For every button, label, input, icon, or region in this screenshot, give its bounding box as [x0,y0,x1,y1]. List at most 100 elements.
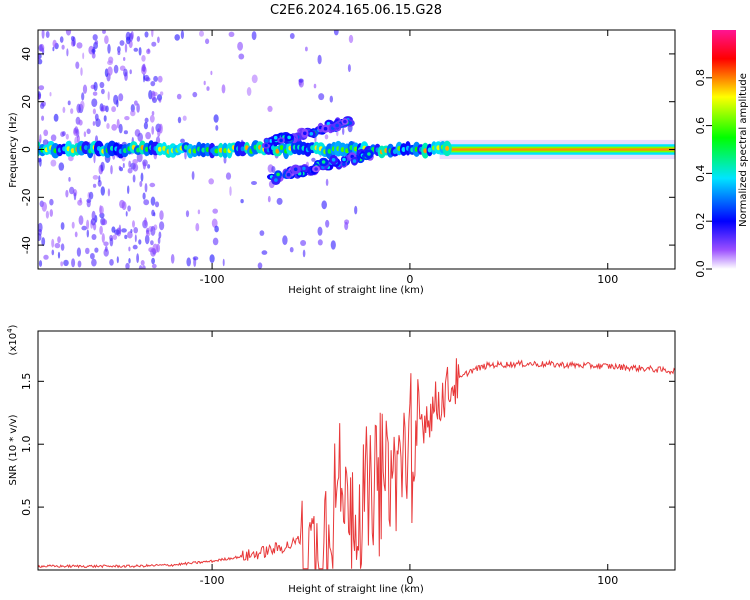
noise-speck [228,31,235,37]
noise-speck [206,86,210,91]
noise-speck [205,38,210,45]
noise-speck [251,74,258,84]
noise-speck [100,186,106,196]
noise-speck [151,30,154,38]
branch-core [302,166,306,171]
noise-speck [237,41,244,51]
carrier-core [214,148,219,154]
colorbar-ticks: 0.0 0.2 0.4 0.6 0.8 [694,69,712,278]
noise-speck [289,33,295,39]
noise-speck [208,178,214,185]
noise-speck [68,177,71,182]
noise-speck [212,208,218,214]
noise-speck [62,106,66,113]
y-tick-label: -40 [20,236,33,254]
branch-core [264,139,269,143]
noise-speck [276,197,283,205]
noise-speck [132,163,139,172]
noise-speck [138,265,143,269]
noise-speck [221,84,226,94]
noise-speck [60,261,64,267]
noise-speck [136,253,140,264]
spectrogram-marks [38,30,675,269]
noise-speck [81,92,85,101]
noise-speck [124,43,128,53]
noise-speck [123,68,128,77]
x-tick-label: -100 [200,574,225,587]
noise-speck [99,205,104,215]
noise-speck [57,236,61,244]
noise-speck [229,186,232,197]
noise-speck [152,243,159,254]
noise-speck [192,256,199,261]
noise-speck [112,234,118,240]
noise-speck [122,163,125,168]
snr-axes: -100 0 100 0.5 1.0 1.5 [20,331,675,587]
branch-core [286,172,291,177]
carrier-core [353,146,358,152]
noise-speck [98,175,101,183]
noise-speck [150,81,156,87]
noise-speck [211,218,218,228]
chart-title: C2E6.2024.165.06.15.G28 [270,3,442,18]
noise-speck [73,192,77,201]
branch-core [273,135,278,140]
noise-speck [118,123,123,134]
noise-speck [103,248,109,257]
branch-core [287,135,291,140]
noise-speck [142,63,146,73]
noise-speck [125,211,128,217]
branch-core [367,152,371,156]
x-tick-label: 0 [406,574,413,587]
noise-speck [127,167,133,174]
noise-speck [43,254,49,260]
branch-core [342,162,346,166]
noise-speck [85,247,90,255]
noise-speck [70,108,74,114]
noise-speck [170,253,175,264]
colorbar-gradient [712,30,736,269]
noise-speck [77,199,83,206]
noise-speck [43,129,49,137]
noise-speck [92,108,96,115]
noise-speck [107,60,113,66]
noise-speck [158,98,162,103]
colorbar: 0.0 0.2 0.4 0.6 0.8 Normalized spectral ampl… [694,30,749,278]
noise-speck [143,73,145,83]
x-tick-label: 100 [597,273,618,286]
noise-speck [107,188,111,197]
noise-speck [104,35,109,45]
noise-speck [215,125,219,131]
noise-speck [144,183,148,193]
x-tick-label: -100 [200,273,225,286]
noise-speck [289,247,294,253]
noise-speck [150,240,154,246]
carrier-core [275,148,280,154]
noise-speck [111,226,116,233]
noise-speck [300,240,307,246]
noise-speck [147,164,151,169]
noise-speck [80,100,85,110]
y-tick-label: 20 [20,95,33,109]
carrier-core [157,146,162,152]
noise-speck [130,104,135,113]
noise-speck [144,117,149,123]
noise-speck [298,78,304,83]
noise-speck [38,94,41,100]
noise-speck [41,30,45,39]
noise-speck [90,253,95,260]
noise-speck [111,124,118,131]
noise-speck [106,123,110,129]
noise-speck [117,46,121,53]
noise-speck [116,118,120,129]
noise-speck [149,114,155,123]
y-tick-label: 0 [20,146,33,153]
noise-speck [125,36,131,45]
noise-speck [324,134,329,140]
noise-speck [125,262,130,269]
noise-speck [71,221,75,229]
noise-speck [86,229,90,238]
branch-core [352,159,357,163]
noise-speck [72,36,76,47]
noise-speck [78,119,83,126]
